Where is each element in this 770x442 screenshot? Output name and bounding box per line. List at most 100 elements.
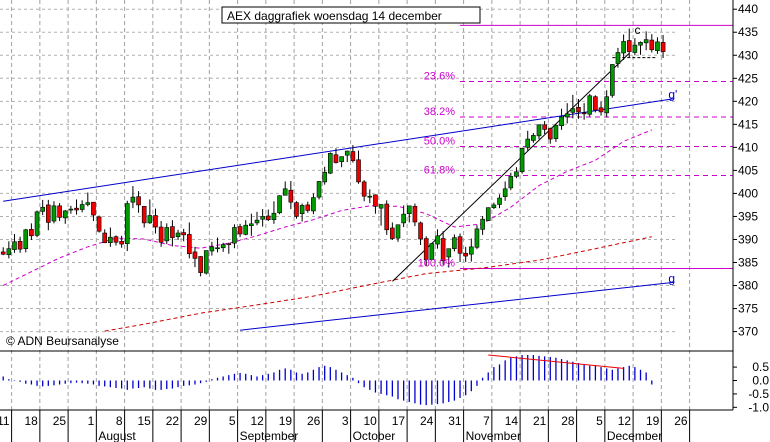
candle-body (108, 236, 113, 243)
osc-tick-label: -0.5 (748, 387, 769, 401)
annotation-label: c (635, 23, 641, 37)
x-month-label: August (98, 429, 136, 442)
candle-body (485, 207, 491, 221)
candle-body (361, 181, 367, 197)
candle-body (249, 223, 254, 226)
candle-body (570, 108, 576, 113)
y-tick-label: 415 (738, 117, 758, 131)
x-day-label: 5 (596, 414, 603, 428)
candle-body (587, 95, 593, 115)
candle-body (604, 96, 609, 114)
candle-body (367, 195, 373, 198)
copyright-label: © ADN Beursanalyse (6, 334, 119, 348)
candle-body (271, 212, 277, 220)
chart-series (2, 24, 733, 332)
moving-average-long (104, 236, 652, 332)
y-tick-label: 440 (738, 2, 758, 16)
candle-body (51, 205, 57, 222)
candle-body (469, 246, 474, 255)
chart-title: AEX daggrafiek woensdag 14 december (227, 9, 442, 23)
candle-body (395, 224, 401, 239)
y-tick-label: 435 (738, 25, 758, 39)
candle-body (638, 42, 643, 46)
y-tick-label: 395 (738, 209, 758, 223)
x-day-label: 22 (166, 414, 180, 428)
candle-body (153, 215, 158, 228)
candle-body (102, 232, 108, 243)
candlesticks (0, 28, 666, 277)
candle-body (356, 159, 361, 183)
candle-body (547, 128, 553, 140)
candle-body (497, 197, 502, 205)
candle-body (378, 204, 384, 209)
candle-body (328, 153, 333, 174)
candle-body (220, 244, 226, 249)
candle-body (158, 226, 164, 243)
candle-body (581, 112, 587, 115)
candle-body (215, 247, 220, 250)
candle-body (384, 203, 390, 231)
chart-grid (0, 0, 691, 410)
candle-body (40, 206, 45, 212)
candle-body (514, 171, 519, 177)
candle-body (243, 224, 249, 235)
candle-body (91, 201, 96, 216)
candle-body (418, 222, 423, 240)
x-day-label: 15 (137, 414, 151, 428)
trendline-lower (240, 281, 675, 331)
x-day-label: 17 (392, 414, 406, 428)
osc-tick-label: 0.5 (752, 360, 769, 374)
x-day-label: 19 (279, 414, 293, 428)
candle-body (288, 189, 294, 203)
candle-body (96, 216, 102, 232)
candle-body (141, 206, 147, 224)
candle-body (626, 40, 632, 52)
candle-body (29, 229, 34, 237)
candle-body (339, 156, 344, 162)
osc-tick-label: 0.0 (752, 374, 769, 388)
candle-body (6, 248, 12, 255)
y-tick-label: 385 (738, 256, 758, 270)
x-day-label: 29 (194, 414, 208, 428)
x-day-label: 12 (250, 414, 264, 428)
candle-body (553, 124, 559, 139)
candle-body (401, 213, 406, 224)
candle-body (34, 211, 40, 236)
candle-body (615, 52, 621, 64)
candle-body (519, 147, 525, 173)
fib-label: 38.2% (424, 106, 455, 118)
title-box (221, 6, 481, 24)
candle-body (660, 42, 666, 52)
x-day-label: 3 (342, 414, 349, 428)
x-month-label: December (607, 429, 662, 442)
candle-body (649, 39, 655, 51)
x-day-label: 19 (646, 414, 660, 428)
oscillator-panel (0, 350, 733, 406)
y-tick-label: 375 (738, 302, 758, 316)
candle-body (440, 238, 446, 261)
candle-body (23, 229, 29, 249)
x-day-label: 25 (53, 414, 67, 428)
candle-body (192, 251, 198, 259)
candle-body (226, 243, 232, 245)
candle-body (463, 252, 468, 257)
candle-body (294, 202, 299, 217)
candle-body (74, 207, 79, 211)
fib-label: 100.0% (418, 257, 456, 269)
candle-body (390, 227, 395, 239)
candle-body (68, 208, 74, 211)
candle-body (170, 226, 175, 238)
candle-body (344, 150, 350, 156)
candle-body (542, 124, 547, 130)
candle-body (474, 228, 480, 248)
candle-body (502, 188, 508, 197)
candle-body (621, 41, 626, 54)
candle-body (632, 44, 638, 53)
x-day-label: 12 (618, 414, 632, 428)
candle-body (57, 205, 62, 218)
candle-body (277, 195, 282, 214)
candle-body (46, 204, 51, 223)
moving-average-short (2, 129, 652, 286)
